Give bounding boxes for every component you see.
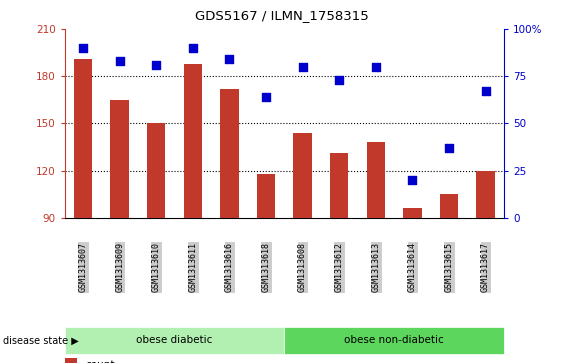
Text: GSM1313611: GSM1313611 [189,242,197,292]
Point [445,145,454,151]
Point [115,58,124,64]
Point [225,56,234,62]
Point [408,177,417,183]
Point [334,77,343,83]
Text: GDS5167 / ILMN_1758315: GDS5167 / ILMN_1758315 [195,9,368,22]
Point [79,45,88,51]
Text: GSM1313614: GSM1313614 [408,242,417,292]
Bar [257,174,275,218]
Bar [293,133,312,218]
Bar [403,208,422,218]
Text: GSM1313610: GSM1313610 [152,242,160,292]
Text: GSM1313613: GSM1313613 [372,242,380,292]
Bar [476,171,495,218]
Point [261,94,270,100]
Bar [220,89,239,218]
Text: GSM1313608: GSM1313608 [298,242,307,292]
Text: GSM1313618: GSM1313618 [262,242,270,292]
Text: obese non-diabetic: obese non-diabetic [344,335,444,345]
Bar [110,100,129,218]
Point [372,64,381,70]
Text: GSM1313612: GSM1313612 [335,242,343,292]
Point [152,62,161,68]
Bar [330,153,348,218]
Point [298,64,307,70]
Text: GSM1313617: GSM1313617 [481,242,490,292]
Bar [367,142,385,218]
Point [188,45,197,51]
Bar [440,194,458,218]
Bar [65,327,284,354]
Bar [184,64,202,218]
Bar [284,327,504,354]
Text: disease state ▶: disease state ▶ [3,335,79,345]
Bar [74,59,92,218]
Text: obese diabetic: obese diabetic [136,335,213,345]
Text: GSM1313615: GSM1313615 [445,242,453,292]
Text: GSM1313616: GSM1313616 [225,242,234,292]
Text: count: count [86,360,115,363]
Point [481,89,490,94]
Bar [147,123,166,218]
Text: GSM1313607: GSM1313607 [79,242,87,292]
Bar [65,358,77,363]
Text: GSM1313609: GSM1313609 [115,242,124,292]
